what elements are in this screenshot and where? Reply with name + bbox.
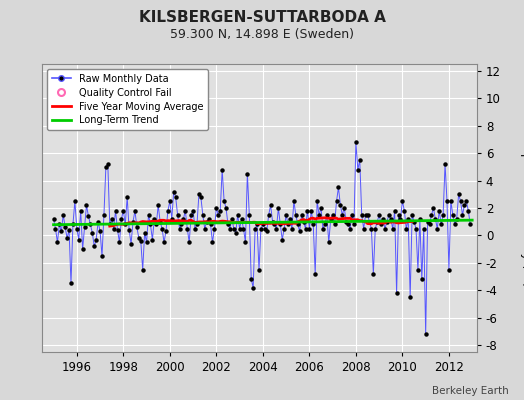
Text: Berkeley Earth: Berkeley Earth bbox=[432, 386, 508, 396]
Text: KILSBERGEN-SUTTARBODA A: KILSBERGEN-SUTTARBODA A bbox=[138, 10, 386, 25]
Y-axis label: Temperature Anomaly (°C): Temperature Anomaly (°C) bbox=[520, 129, 524, 287]
Text: 59.300 N, 14.898 E (Sweden): 59.300 N, 14.898 E (Sweden) bbox=[170, 28, 354, 41]
Legend: Raw Monthly Data, Quality Control Fail, Five Year Moving Average, Long-Term Tren: Raw Monthly Data, Quality Control Fail, … bbox=[47, 69, 208, 130]
